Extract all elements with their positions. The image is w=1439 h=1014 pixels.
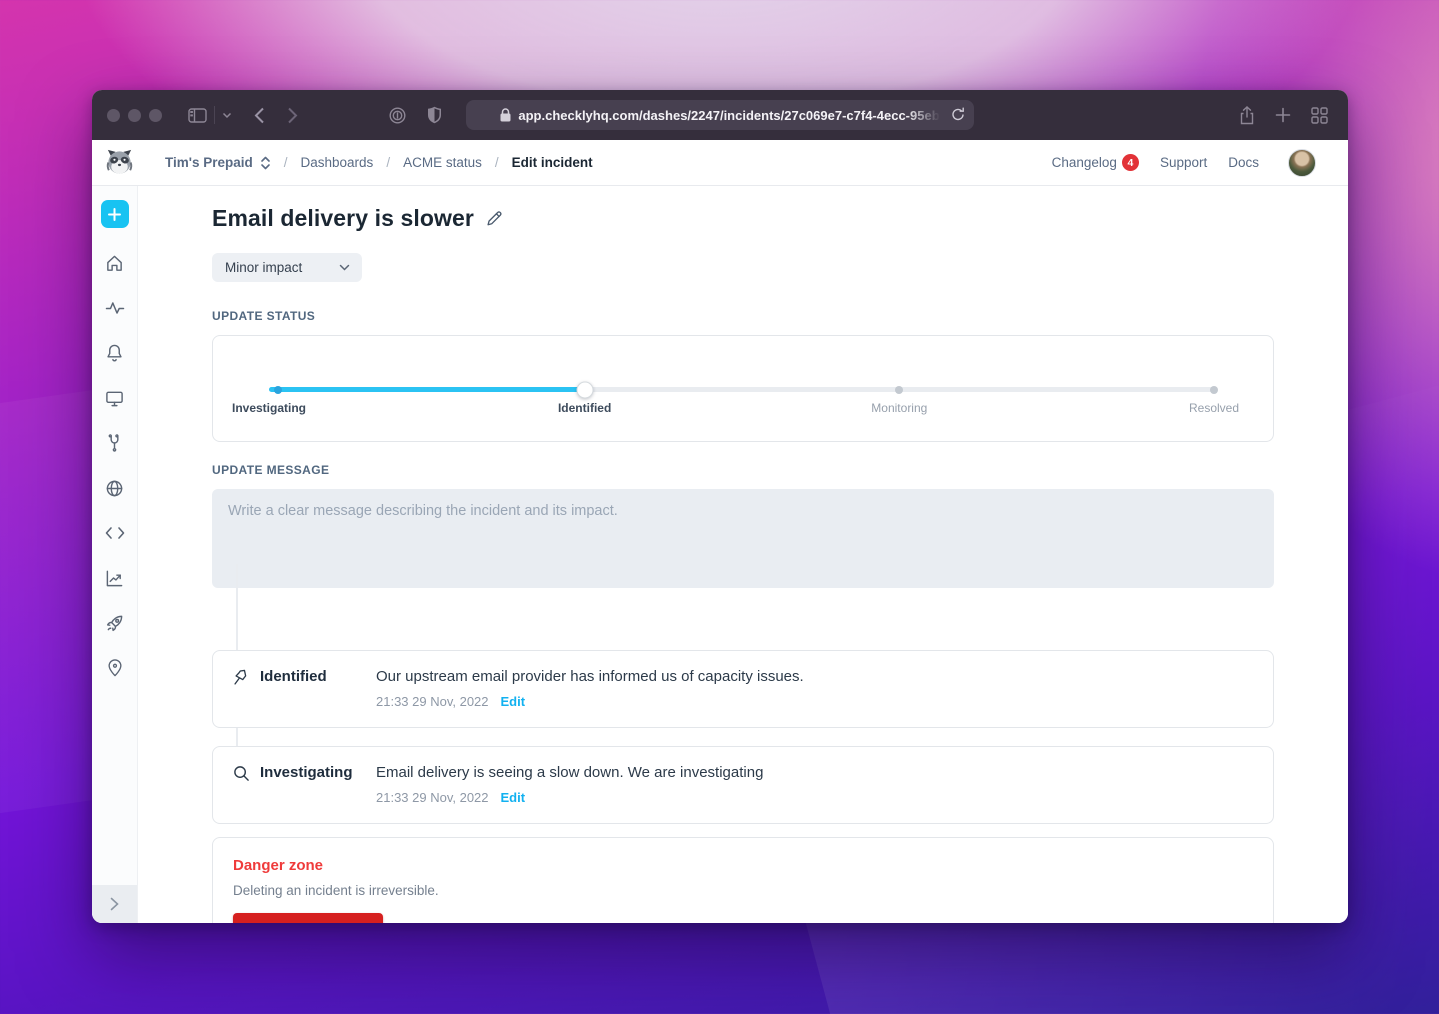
breadcrumb-edit-incident: Edit incident bbox=[511, 155, 593, 170]
checkly-raccoon-logo[interactable] bbox=[104, 147, 135, 178]
code-icon bbox=[105, 527, 124, 539]
sidebar-item-locations[interactable] bbox=[105, 658, 125, 678]
timeline-timestamp: 21:33 29 Nov, 2022 bbox=[376, 694, 489, 709]
main-panel: Email delivery is slower Minor impact UP… bbox=[138, 186, 1348, 923]
titlebar-divider bbox=[214, 106, 215, 124]
slider-stop-dot bbox=[1210, 385, 1218, 394]
sidebar-item-dashboards[interactable] bbox=[105, 388, 125, 408]
browser-window: app.checklyhq.com/dashes/2247/incidents/… bbox=[92, 90, 1348, 923]
pushpin-icon bbox=[233, 669, 250, 686]
page-title: Email delivery is slower bbox=[212, 205, 474, 231]
delete-incident-button[interactable]: Delete this incident bbox=[233, 913, 383, 923]
breadcrumb-separator: / bbox=[386, 155, 391, 170]
status-slider-card: Investigating Identified Monitoring Reso… bbox=[212, 335, 1274, 442]
minimize-window-button[interactable] bbox=[128, 108, 141, 122]
monitor-icon bbox=[106, 391, 123, 406]
danger-zone-title: Danger zone bbox=[233, 857, 324, 874]
impact-select-value: Minor impact bbox=[225, 260, 303, 275]
extension-blocker-icon[interactable] bbox=[389, 106, 406, 124]
chevron-down-icon bbox=[339, 264, 350, 271]
lock-icon bbox=[500, 108, 511, 122]
changelog-link[interactable]: Changelog 4 bbox=[1052, 154, 1139, 171]
timeline-message: Email delivery is seeing a slow down. We… bbox=[376, 764, 764, 781]
globe-icon bbox=[106, 480, 123, 496]
chevron-right-icon bbox=[110, 897, 119, 911]
sidebar-item-status-pages[interactable] bbox=[105, 478, 125, 498]
edit-update-link[interactable]: Edit bbox=[500, 790, 526, 805]
docs-link[interactable]: Docs bbox=[1228, 155, 1259, 170]
magnifier-icon bbox=[233, 765, 250, 782]
sidebar-item-maintenance[interactable] bbox=[105, 433, 125, 453]
reload-icon[interactable] bbox=[951, 107, 965, 122]
sidebar-item-analytics[interactable] bbox=[105, 568, 125, 588]
window-controls bbox=[107, 108, 162, 122]
sidebar-item-alerts[interactable] bbox=[105, 343, 125, 363]
timeline-entry-identified: Identified Our upstream email provider h… bbox=[212, 650, 1274, 728]
new-tab-icon[interactable] bbox=[1275, 107, 1291, 123]
status-slider-handle[interactable] bbox=[576, 381, 594, 398]
edit-title-icon[interactable] bbox=[486, 210, 503, 227]
status-progress-fill bbox=[269, 387, 585, 392]
changelog-badge: 4 bbox=[1121, 154, 1139, 171]
breadcrumb-separator: / bbox=[494, 155, 499, 170]
breadcrumb-separator: / bbox=[283, 155, 288, 170]
step-label-identified[interactable]: Identified bbox=[557, 401, 612, 415]
rocket-icon bbox=[106, 615, 123, 631]
zoom-window-button[interactable] bbox=[149, 108, 162, 122]
timeline-message: Our upstream email provider has informed… bbox=[376, 668, 804, 685]
timeline-status: Investigating bbox=[260, 764, 353, 781]
sidebar bbox=[92, 186, 138, 923]
sidebar-toggle-icon[interactable] bbox=[188, 107, 207, 123]
breadcrumb: Tim's Prepaid / Dashboards / ACME status… bbox=[165, 155, 593, 170]
slider-start-dot bbox=[274, 385, 282, 394]
user-avatar[interactable] bbox=[1288, 148, 1316, 177]
create-new-button[interactable] bbox=[100, 200, 129, 228]
back-button[interactable] bbox=[254, 107, 265, 124]
extension-shield-icon[interactable] bbox=[427, 106, 442, 124]
wrench-icon bbox=[108, 434, 119, 452]
map-pin-icon bbox=[107, 659, 122, 677]
forward-button[interactable] bbox=[287, 107, 298, 124]
plus-icon bbox=[108, 207, 121, 221]
update-status-label: UPDATE STATUS bbox=[212, 309, 316, 323]
sidebar-expand-button[interactable] bbox=[92, 885, 137, 923]
account-switcher[interactable]: Tim's Prepaid bbox=[165, 155, 271, 170]
edit-update-link[interactable]: Edit bbox=[500, 694, 526, 709]
sidebar-item-quickstart[interactable] bbox=[105, 613, 125, 633]
app-header: Tim's Prepaid / Dashboards / ACME status… bbox=[92, 140, 1348, 186]
url-text: app.checklyhq.com/dashes/2247/incidents/… bbox=[518, 107, 940, 123]
step-label-resolved[interactable]: Resolved bbox=[1188, 401, 1240, 415]
sidebar-item-api[interactable] bbox=[105, 523, 125, 543]
timeline-timestamp: 21:33 29 Nov, 2022 bbox=[376, 790, 489, 805]
support-link[interactable]: Support bbox=[1159, 155, 1208, 170]
timeline-status: Identified bbox=[260, 668, 327, 685]
step-label-monitoring[interactable]: Monitoring bbox=[871, 401, 928, 415]
chart-icon bbox=[106, 570, 123, 586]
account-name: Tim's Prepaid bbox=[165, 155, 253, 170]
status-slider-track[interactable]: Investigating Identified Monitoring Reso… bbox=[232, 381, 1239, 415]
close-window-button[interactable] bbox=[107, 108, 120, 122]
breadcrumb-dashboards[interactable]: Dashboards bbox=[300, 155, 374, 170]
danger-zone-description: Deleting an incident is irreversible. bbox=[233, 883, 439, 898]
impact-select[interactable]: Minor impact bbox=[212, 253, 362, 282]
tab-overview-icon[interactable] bbox=[1311, 106, 1328, 124]
sidebar-item-home[interactable] bbox=[105, 253, 125, 273]
activity-icon bbox=[105, 302, 124, 314]
step-label-investigating[interactable]: Investigating bbox=[231, 401, 307, 415]
bell-icon bbox=[107, 344, 122, 362]
breadcrumb-acme-status[interactable]: ACME status bbox=[403, 155, 482, 170]
chevron-updown-icon bbox=[260, 156, 270, 169]
browser-titlebar: app.checklyhq.com/dashes/2247/incidents/… bbox=[92, 90, 1348, 140]
sidebar-item-monitoring[interactable] bbox=[105, 298, 125, 318]
update-message-input[interactable] bbox=[212, 489, 1274, 588]
timeline-entry-investigating: Investigating Email delivery is seeing a… bbox=[212, 746, 1274, 824]
home-icon bbox=[107, 255, 122, 271]
tab-group-chevron-icon[interactable] bbox=[222, 112, 232, 119]
update-message-label: UPDATE MESSAGE bbox=[212, 463, 330, 477]
slider-stop-dot bbox=[895, 385, 904, 394]
address-bar[interactable]: app.checklyhq.com/dashes/2247/incidents/… bbox=[466, 100, 974, 130]
danger-zone-card: Danger zone Deleting an incident is irre… bbox=[212, 837, 1274, 923]
share-icon[interactable] bbox=[1239, 105, 1255, 125]
